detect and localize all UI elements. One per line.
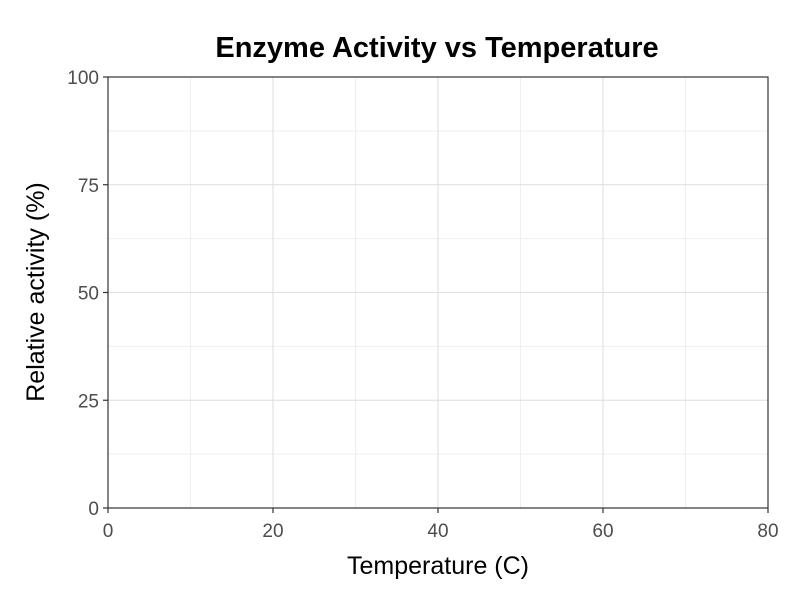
x-tick-label: 80: [757, 521, 778, 542]
y-tick-label: 50: [78, 284, 99, 305]
grid-major: [107, 76, 769, 509]
x-axis-title: Temperature (C): [347, 552, 529, 580]
y-tick-label: 100: [67, 68, 99, 89]
chart-title: Enzyme Activity vs Temperature: [215, 32, 658, 64]
y-axis-title: Relative activity (%): [22, 182, 50, 402]
x-tick-label: 40: [427, 521, 448, 542]
y-tick-label: 0: [88, 499, 99, 520]
x-tick-label: 60: [592, 521, 613, 542]
x-axis-ticks: 0 20 40 60 80: [103, 508, 779, 542]
y-tick-label: 25: [78, 391, 99, 412]
x-tick-label: 0: [103, 521, 114, 542]
y-tick-label: 75: [78, 176, 99, 197]
y-axis-ticks: 0 25 50 75 100: [67, 68, 108, 520]
x-tick-label: 20: [262, 521, 283, 542]
